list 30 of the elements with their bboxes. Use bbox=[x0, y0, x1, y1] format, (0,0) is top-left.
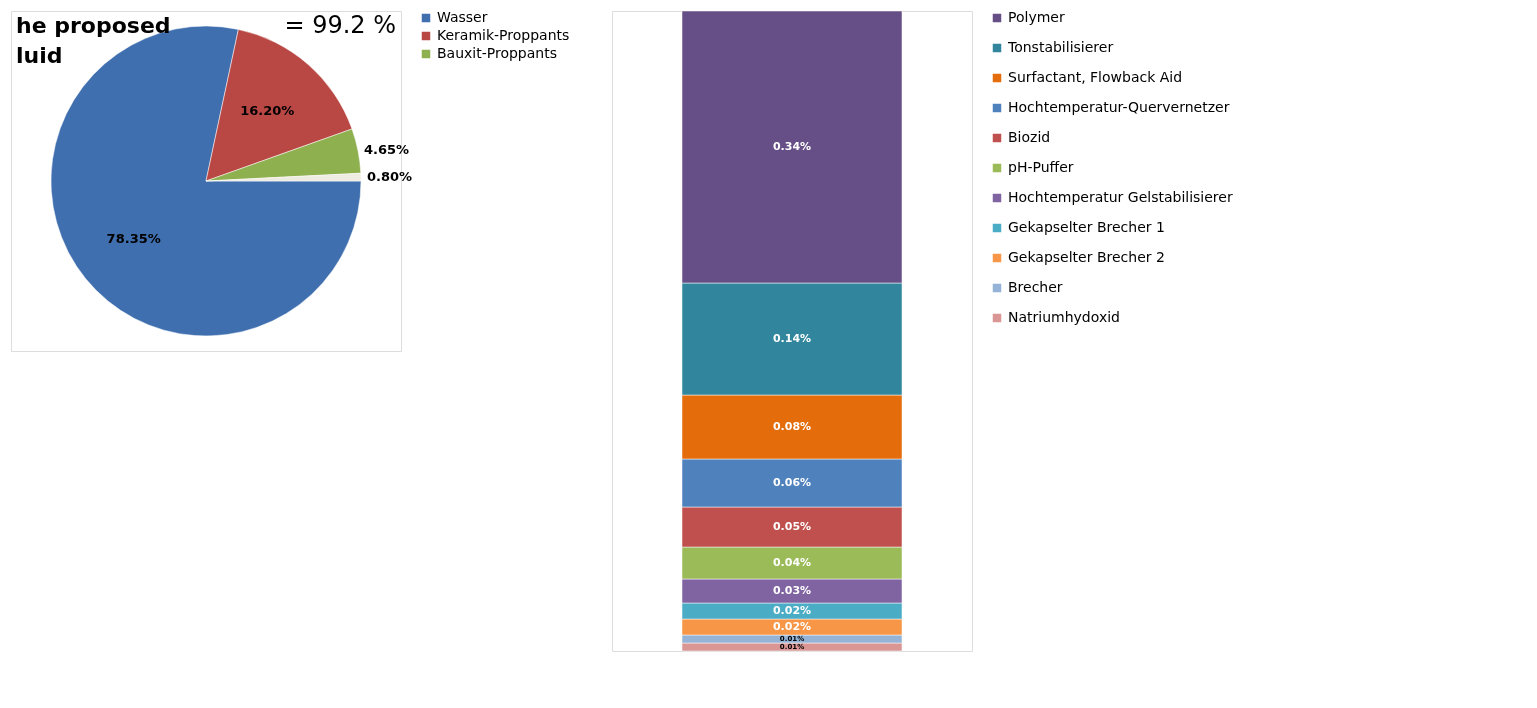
legend-label: Polymer bbox=[1008, 9, 1065, 25]
data-label: 0.80% bbox=[366, 168, 413, 184]
text: = 99.2 % bbox=[284, 11, 396, 39]
data-label: 0.04% bbox=[772, 556, 812, 569]
data-label: 0.14% bbox=[772, 332, 812, 345]
data-label: 4.65% bbox=[363, 141, 410, 157]
data-label: 0.34% bbox=[772, 140, 812, 153]
legend-label: pH-Puffer bbox=[1008, 159, 1074, 175]
data-label: 0.02% bbox=[772, 604, 812, 617]
legend-label: Gekapselter Brecher 2 bbox=[1008, 249, 1165, 265]
data-label: 78.35% bbox=[106, 231, 161, 247]
legend-label: Biozid bbox=[1008, 129, 1051, 145]
legend-label: Keramik-Proppants bbox=[437, 27, 570, 43]
legend-label: Gekapselter Brecher 1 bbox=[1008, 219, 1165, 235]
data-label: 0.08% bbox=[772, 420, 812, 433]
text: he proposed bbox=[16, 13, 171, 38]
data-label: 0.03% bbox=[772, 584, 812, 597]
legend-label: Surfactant, Flowback Aid bbox=[1008, 69, 1183, 85]
legend-label: Hochtemperatur-Quervernetzer bbox=[1008, 99, 1230, 115]
data-label: 0.02% bbox=[772, 620, 812, 633]
text: luid bbox=[16, 43, 63, 68]
data-label: 0.06% bbox=[772, 476, 812, 489]
data-label: 0.05% bbox=[772, 520, 812, 533]
legend-label: Tonstabilisierer bbox=[1007, 39, 1114, 55]
legend-label: Hochtemperatur Gelstabilisierer bbox=[1008, 189, 1233, 205]
legend-label: Natriumhydoxid bbox=[1008, 309, 1120, 325]
data-label: 16.20% bbox=[240, 103, 295, 119]
legend-label: Bauxit-Proppants bbox=[437, 45, 557, 61]
legend-label: Wasser bbox=[437, 9, 488, 25]
legend-label: Brecher bbox=[1008, 279, 1063, 295]
